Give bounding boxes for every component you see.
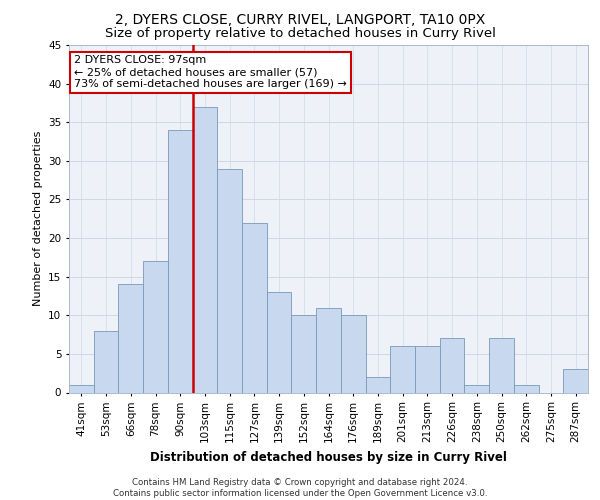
Bar: [365, 377, 390, 392]
Bar: [143, 261, 168, 392]
Bar: [464, 385, 489, 392]
Text: Contains HM Land Registry data © Crown copyright and database right 2024.
Contai: Contains HM Land Registry data © Crown c…: [113, 478, 487, 498]
Bar: [118, 284, 143, 393]
Bar: [168, 130, 193, 392]
Bar: [341, 316, 365, 392]
Bar: [94, 330, 118, 392]
Bar: [217, 168, 242, 392]
Bar: [514, 385, 539, 392]
X-axis label: Distribution of detached houses by size in Curry Rivel: Distribution of detached houses by size …: [150, 450, 507, 464]
Bar: [440, 338, 464, 392]
Text: 2, DYERS CLOSE, CURRY RIVEL, LANGPORT, TA10 0PX: 2, DYERS CLOSE, CURRY RIVEL, LANGPORT, T…: [115, 12, 485, 26]
Text: 2 DYERS CLOSE: 97sqm
← 25% of detached houses are smaller (57)
73% of semi-detac: 2 DYERS CLOSE: 97sqm ← 25% of detached h…: [74, 56, 347, 88]
Bar: [563, 370, 588, 392]
Bar: [242, 222, 267, 392]
Bar: [267, 292, 292, 392]
Text: Size of property relative to detached houses in Curry Rivel: Size of property relative to detached ho…: [104, 28, 496, 40]
Bar: [292, 316, 316, 392]
Bar: [69, 385, 94, 392]
Bar: [390, 346, 415, 393]
Bar: [489, 338, 514, 392]
Bar: [193, 107, 217, 393]
Bar: [415, 346, 440, 393]
Y-axis label: Number of detached properties: Number of detached properties: [32, 131, 43, 306]
Bar: [316, 308, 341, 392]
